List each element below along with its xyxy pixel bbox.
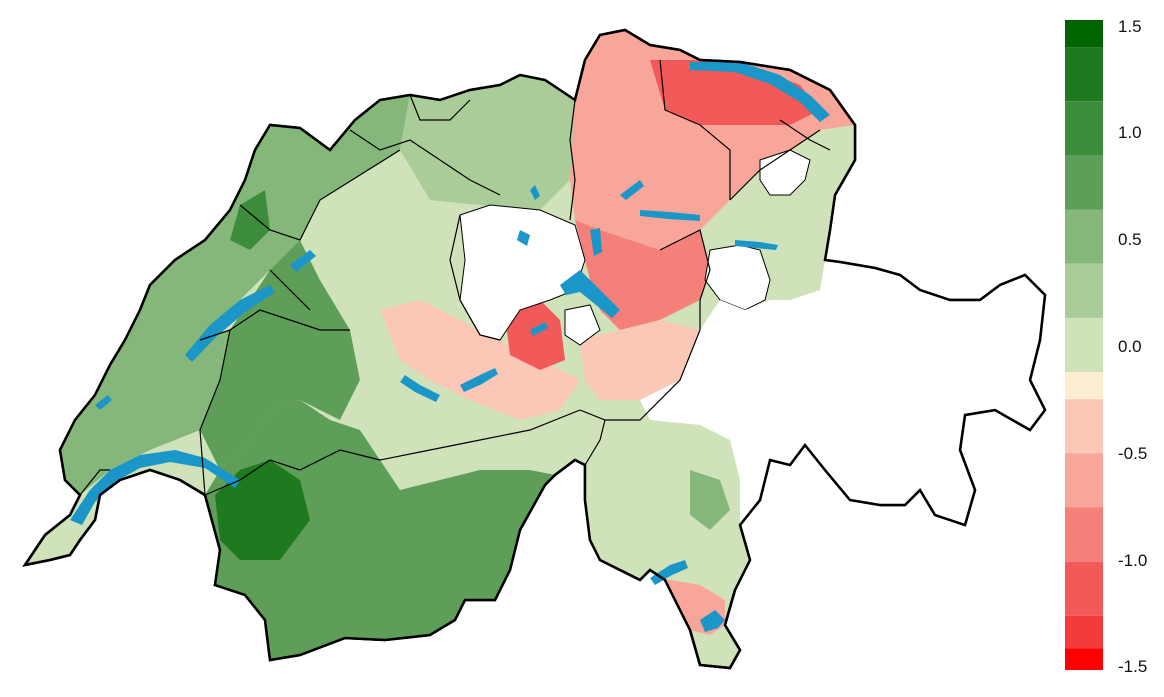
lake-walen — [735, 240, 778, 250]
lake-lugano — [700, 610, 725, 632]
border-vaud-fribourg — [199, 329, 231, 496]
choropleth-regions — [60, 30, 1045, 660]
legend-tick-1-5: 1.5 — [1118, 17, 1142, 36]
region-north-central — [400, 75, 575, 210]
region-fribourg-bern — [200, 240, 360, 470]
lake-sempach — [517, 230, 530, 246]
region-jura — [140, 95, 410, 360]
legend-tick-neg-0-5: -0.5 — [1118, 444, 1147, 463]
region-emmental-pink — [380, 300, 580, 420]
lake-maggiore — [650, 560, 688, 585]
legend-bin-5 — [1065, 263, 1103, 318]
legend-bin-7 — [1065, 372, 1103, 400]
legend-tick-neg-1-5: -1.5 — [1118, 657, 1147, 676]
border-solothurn — [349, 129, 501, 196]
border-uri-ticino — [579, 329, 701, 421]
border-bern-lucerne — [449, 214, 501, 341]
lake-sarnen — [530, 322, 548, 336]
legend-ticks: 1.5 1.0 0.5 0.0 -0.5 -1.0 -1.5 — [1118, 17, 1147, 676]
region-ticino — [585, 420, 750, 590]
lake-zug — [590, 228, 602, 256]
lake-biel — [290, 250, 316, 272]
legend-bin-8 — [1065, 399, 1103, 454]
legend-tick-0-5: 0.5 — [1118, 230, 1142, 249]
legend-tick-neg-1-0: -1.0 — [1118, 551, 1147, 570]
region-valais-dark — [215, 460, 310, 560]
region-uri — [580, 320, 700, 400]
border-fribourg-bern — [229, 309, 350, 331]
border-ticino-south — [584, 419, 606, 466]
canton-borders — [79, 59, 831, 496]
legend-tick-0-0: 0.0 — [1118, 337, 1142, 356]
border-schwyz-glarus — [659, 229, 711, 330]
legend-bin-10 — [1065, 507, 1103, 562]
legend-bin-6 — [1065, 317, 1103, 373]
region-thurgau-red — [650, 60, 820, 125]
region-obwalden-red — [505, 300, 565, 370]
lake-thun — [400, 375, 440, 402]
legend-bin-3 — [1065, 155, 1103, 210]
lake-hallwil — [530, 185, 540, 200]
lake-geneva — [70, 450, 240, 525]
legend-bin-11 — [1065, 561, 1103, 616]
lake-constance — [690, 62, 830, 122]
legend-bin-0 — [1065, 20, 1103, 48]
region-graubuenden-nodata — [640, 260, 1045, 525]
region-valais-west — [205, 400, 555, 660]
region-ticino-green — [690, 470, 730, 530]
border-appenzell — [779, 119, 831, 151]
legend-bin-2 — [1065, 101, 1103, 156]
country-border — [22, 28, 1047, 670]
legend-tick-1-0: 1.0 — [1118, 123, 1142, 142]
lake-joux — [95, 395, 112, 410]
region-st-gallen — [730, 125, 855, 300]
color-legend — [1065, 20, 1103, 670]
region-nidwalden-nodata — [564, 304, 601, 346]
border-zurich-thurgau — [659, 59, 731, 200]
border-vaud-valais — [204, 459, 301, 496]
border-stgallen — [729, 129, 821, 201]
lake-brienz — [460, 368, 498, 392]
border-basel — [409, 94, 471, 121]
legend-bin-9 — [1065, 453, 1103, 508]
lake-greifen — [620, 180, 644, 200]
border-bern-neuchatel — [269, 269, 311, 311]
legend-bin-13 — [1065, 648, 1103, 670]
border-aargau-zurich — [569, 99, 576, 221]
border-geneva-vaud — [79, 469, 110, 496]
legend-bin-12 — [1065, 615, 1103, 649]
legend-bin-1 — [1065, 47, 1103, 102]
lakes — [70, 62, 830, 632]
border-bern-valais — [299, 409, 581, 471]
legend-bin-4 — [1065, 209, 1103, 264]
border-jura-neuchatel — [239, 149, 401, 241]
lake-lucerne — [560, 270, 620, 318]
lake-zurich — [640, 210, 700, 221]
lake-neuchatel — [185, 285, 275, 362]
